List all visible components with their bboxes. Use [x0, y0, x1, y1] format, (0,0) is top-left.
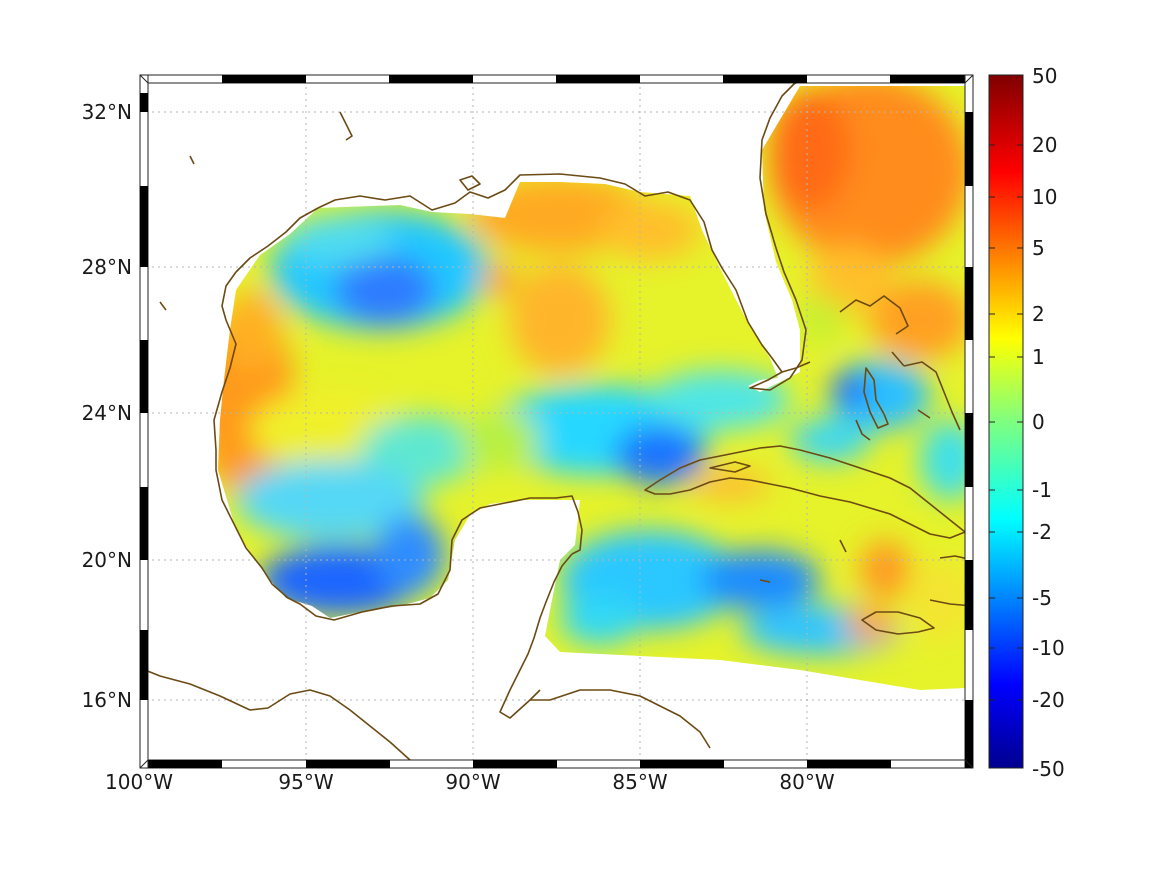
- colorbar-tick-label: 10: [1032, 185, 1057, 209]
- lon-tick-label: 95°W: [278, 770, 333, 794]
- lon-tick-label: 80°W: [779, 770, 834, 794]
- map-frame: [139, 74, 974, 769]
- colorbar-tick-label: -50: [1032, 757, 1065, 781]
- lat-tick-label: 20°N: [82, 548, 132, 572]
- lon-tick-label: 90°W: [445, 770, 500, 794]
- colorbar-tick-label: -20: [1032, 688, 1065, 712]
- lat-tick-label: 24°N: [82, 401, 132, 425]
- graticule: [140, 75, 973, 768]
- colorbar-tick-label: -10: [1032, 636, 1065, 660]
- colorbar-tick-label: 1: [1032, 345, 1045, 369]
- colorbar-tick-label: 20: [1032, 133, 1057, 157]
- anomaly-field: [218, 86, 965, 690]
- colorbar: 50 20 10 5 2 1 0 -1 -2 -5 -10 -20 -50: [988, 64, 1065, 781]
- colorbar-tick-label: 2: [1032, 302, 1045, 326]
- lon-tick-label: 100°W: [105, 770, 173, 794]
- colorbar-tick-label: -1: [1032, 478, 1052, 502]
- lat-axis: 32°N 28°N 24°N 20°N 16°N: [82, 100, 132, 712]
- colorbar-tick-label: -2: [1032, 520, 1052, 544]
- coastline: [140, 75, 973, 768]
- lat-tick-label: 28°N: [82, 255, 132, 279]
- colorbar-tick-label: 0: [1032, 410, 1045, 434]
- lat-tick-label: 16°N: [82, 688, 132, 712]
- colorbar-tick-label: 5: [1032, 236, 1045, 260]
- lon-axis: 100°W 95°W 90°W 85°W 80°W: [105, 770, 835, 794]
- colorbar-ticks: [989, 144, 1023, 701]
- lat-tick-label: 32°N: [82, 100, 132, 124]
- colorbar-tick-label: -5: [1032, 586, 1052, 610]
- colorbar-tick-label: 50: [1032, 64, 1057, 88]
- lon-tick-label: 85°W: [612, 770, 667, 794]
